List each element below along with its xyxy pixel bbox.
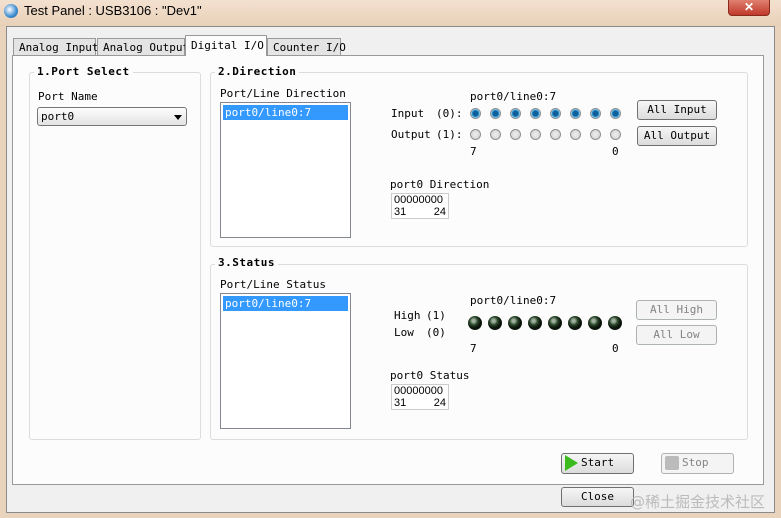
status-bit-high: 7 [470, 342, 477, 355]
list-item[interactable]: port0/line0:7 [223, 296, 348, 311]
direction-title: 2.Direction [215, 65, 300, 78]
direction-value-label: port0 Direction [390, 178, 490, 191]
close-button[interactable]: Close [561, 487, 634, 507]
direction-group [210, 72, 748, 247]
watermark: @稀土掘金技术社区 [630, 493, 766, 511]
line-status-led [508, 316, 522, 330]
status-bit-low: 0 [612, 342, 619, 355]
title-bar [0, 0, 781, 26]
direction-lines-label: port0/line0:7 [470, 90, 557, 103]
dir-range-hi: 31 [394, 206, 407, 218]
all-low-button[interactable]: All Low [636, 325, 717, 345]
status-group [210, 264, 748, 440]
high-code: (1) [426, 309, 446, 322]
port-select-title: 1.Port Select [34, 65, 133, 78]
port-name-value: port0 [41, 110, 75, 123]
output-code: (1): [436, 128, 463, 141]
chevron-down-icon [174, 115, 182, 120]
start-button[interactable]: Start [561, 453, 634, 474]
direction-value-box: 00000000 31 24 [391, 193, 449, 219]
direction-list-label: Port/Line Direction [220, 87, 346, 100]
line-input-radio[interactable] [490, 108, 501, 119]
status-list[interactable]: port0/line0:7 [220, 293, 351, 429]
line-input-radio[interactable] [570, 108, 581, 119]
line-output-radio[interactable] [510, 129, 521, 140]
port-name-select[interactable]: port0 [37, 107, 187, 126]
port-name-label: Port Name [38, 90, 98, 103]
high-label: High [394, 309, 421, 322]
status-list-label: Port/Line Status [220, 278, 326, 291]
line-output-radio[interactable] [550, 129, 561, 140]
line-input-radio[interactable] [530, 108, 541, 119]
status-value-label: port0 Status [390, 369, 470, 382]
line-status-led [588, 316, 602, 330]
line-input-radio[interactable] [510, 108, 521, 119]
line-status-led [548, 316, 562, 330]
dir-range-lo: 24 [433, 206, 446, 218]
line-input-radio[interactable] [590, 108, 601, 119]
direction-value: 00000000 [394, 194, 443, 206]
input-label: Input [391, 107, 425, 120]
tab-analog-input[interactable]: Analog Input [13, 38, 98, 56]
line-status-led [528, 316, 542, 330]
output-label: Output [391, 128, 431, 141]
status-value-box: 00000000 31 24 [391, 384, 449, 410]
window-title: Test Panel : USB3106 : "Dev1" [24, 3, 202, 18]
status-title: 3.Status [215, 256, 278, 269]
line-output-radio[interactable] [610, 129, 621, 140]
dir-bit-low: 0 [612, 145, 619, 158]
line-input-radio[interactable] [550, 108, 561, 119]
line-input-radio[interactable] [470, 108, 481, 119]
line-output-radio[interactable] [590, 129, 601, 140]
line-input-radio[interactable] [610, 108, 621, 119]
line-status-led [468, 316, 482, 330]
window-close-button[interactable]: ✕ [728, 0, 770, 16]
status-range-hi: 31 [394, 397, 407, 409]
tab-digital-io[interactable]: Digital I/O [185, 35, 267, 56]
line-output-radio[interactable] [490, 129, 501, 140]
line-status-led [608, 316, 622, 330]
tab-analog-output[interactable]: Analog Output [97, 38, 189, 56]
low-label: Low [394, 326, 414, 339]
line-output-radio[interactable] [530, 129, 541, 140]
list-item[interactable]: port0/line0:7 [223, 105, 348, 120]
status-range-lo: 24 [433, 397, 446, 409]
all-output-button[interactable]: All Output [637, 126, 717, 146]
low-code: (0) [426, 326, 446, 339]
tab-counter-io[interactable]: Counter I/O [267, 38, 346, 56]
app-icon [4, 4, 18, 18]
direction-list[interactable]: port0/line0:7 [220, 102, 351, 238]
dir-bit-high: 7 [470, 145, 477, 158]
line-status-led [568, 316, 582, 330]
line-output-radio[interactable] [470, 129, 481, 140]
all-high-button[interactable]: All High [636, 300, 717, 320]
all-input-button[interactable]: All Input [637, 100, 717, 120]
port-select-group [29, 72, 201, 440]
stop-label: Stop [682, 456, 709, 469]
play-icon [565, 455, 578, 471]
input-code: (0): [436, 107, 463, 120]
status-lines-label: port0/line0:7 [470, 294, 557, 307]
status-value: 00000000 [394, 385, 443, 397]
stop-icon [665, 456, 679, 470]
line-output-radio[interactable] [570, 129, 581, 140]
line-status-led [488, 316, 502, 330]
start-label: Start [581, 456, 615, 469]
stop-button[interactable]: Stop [661, 453, 734, 474]
